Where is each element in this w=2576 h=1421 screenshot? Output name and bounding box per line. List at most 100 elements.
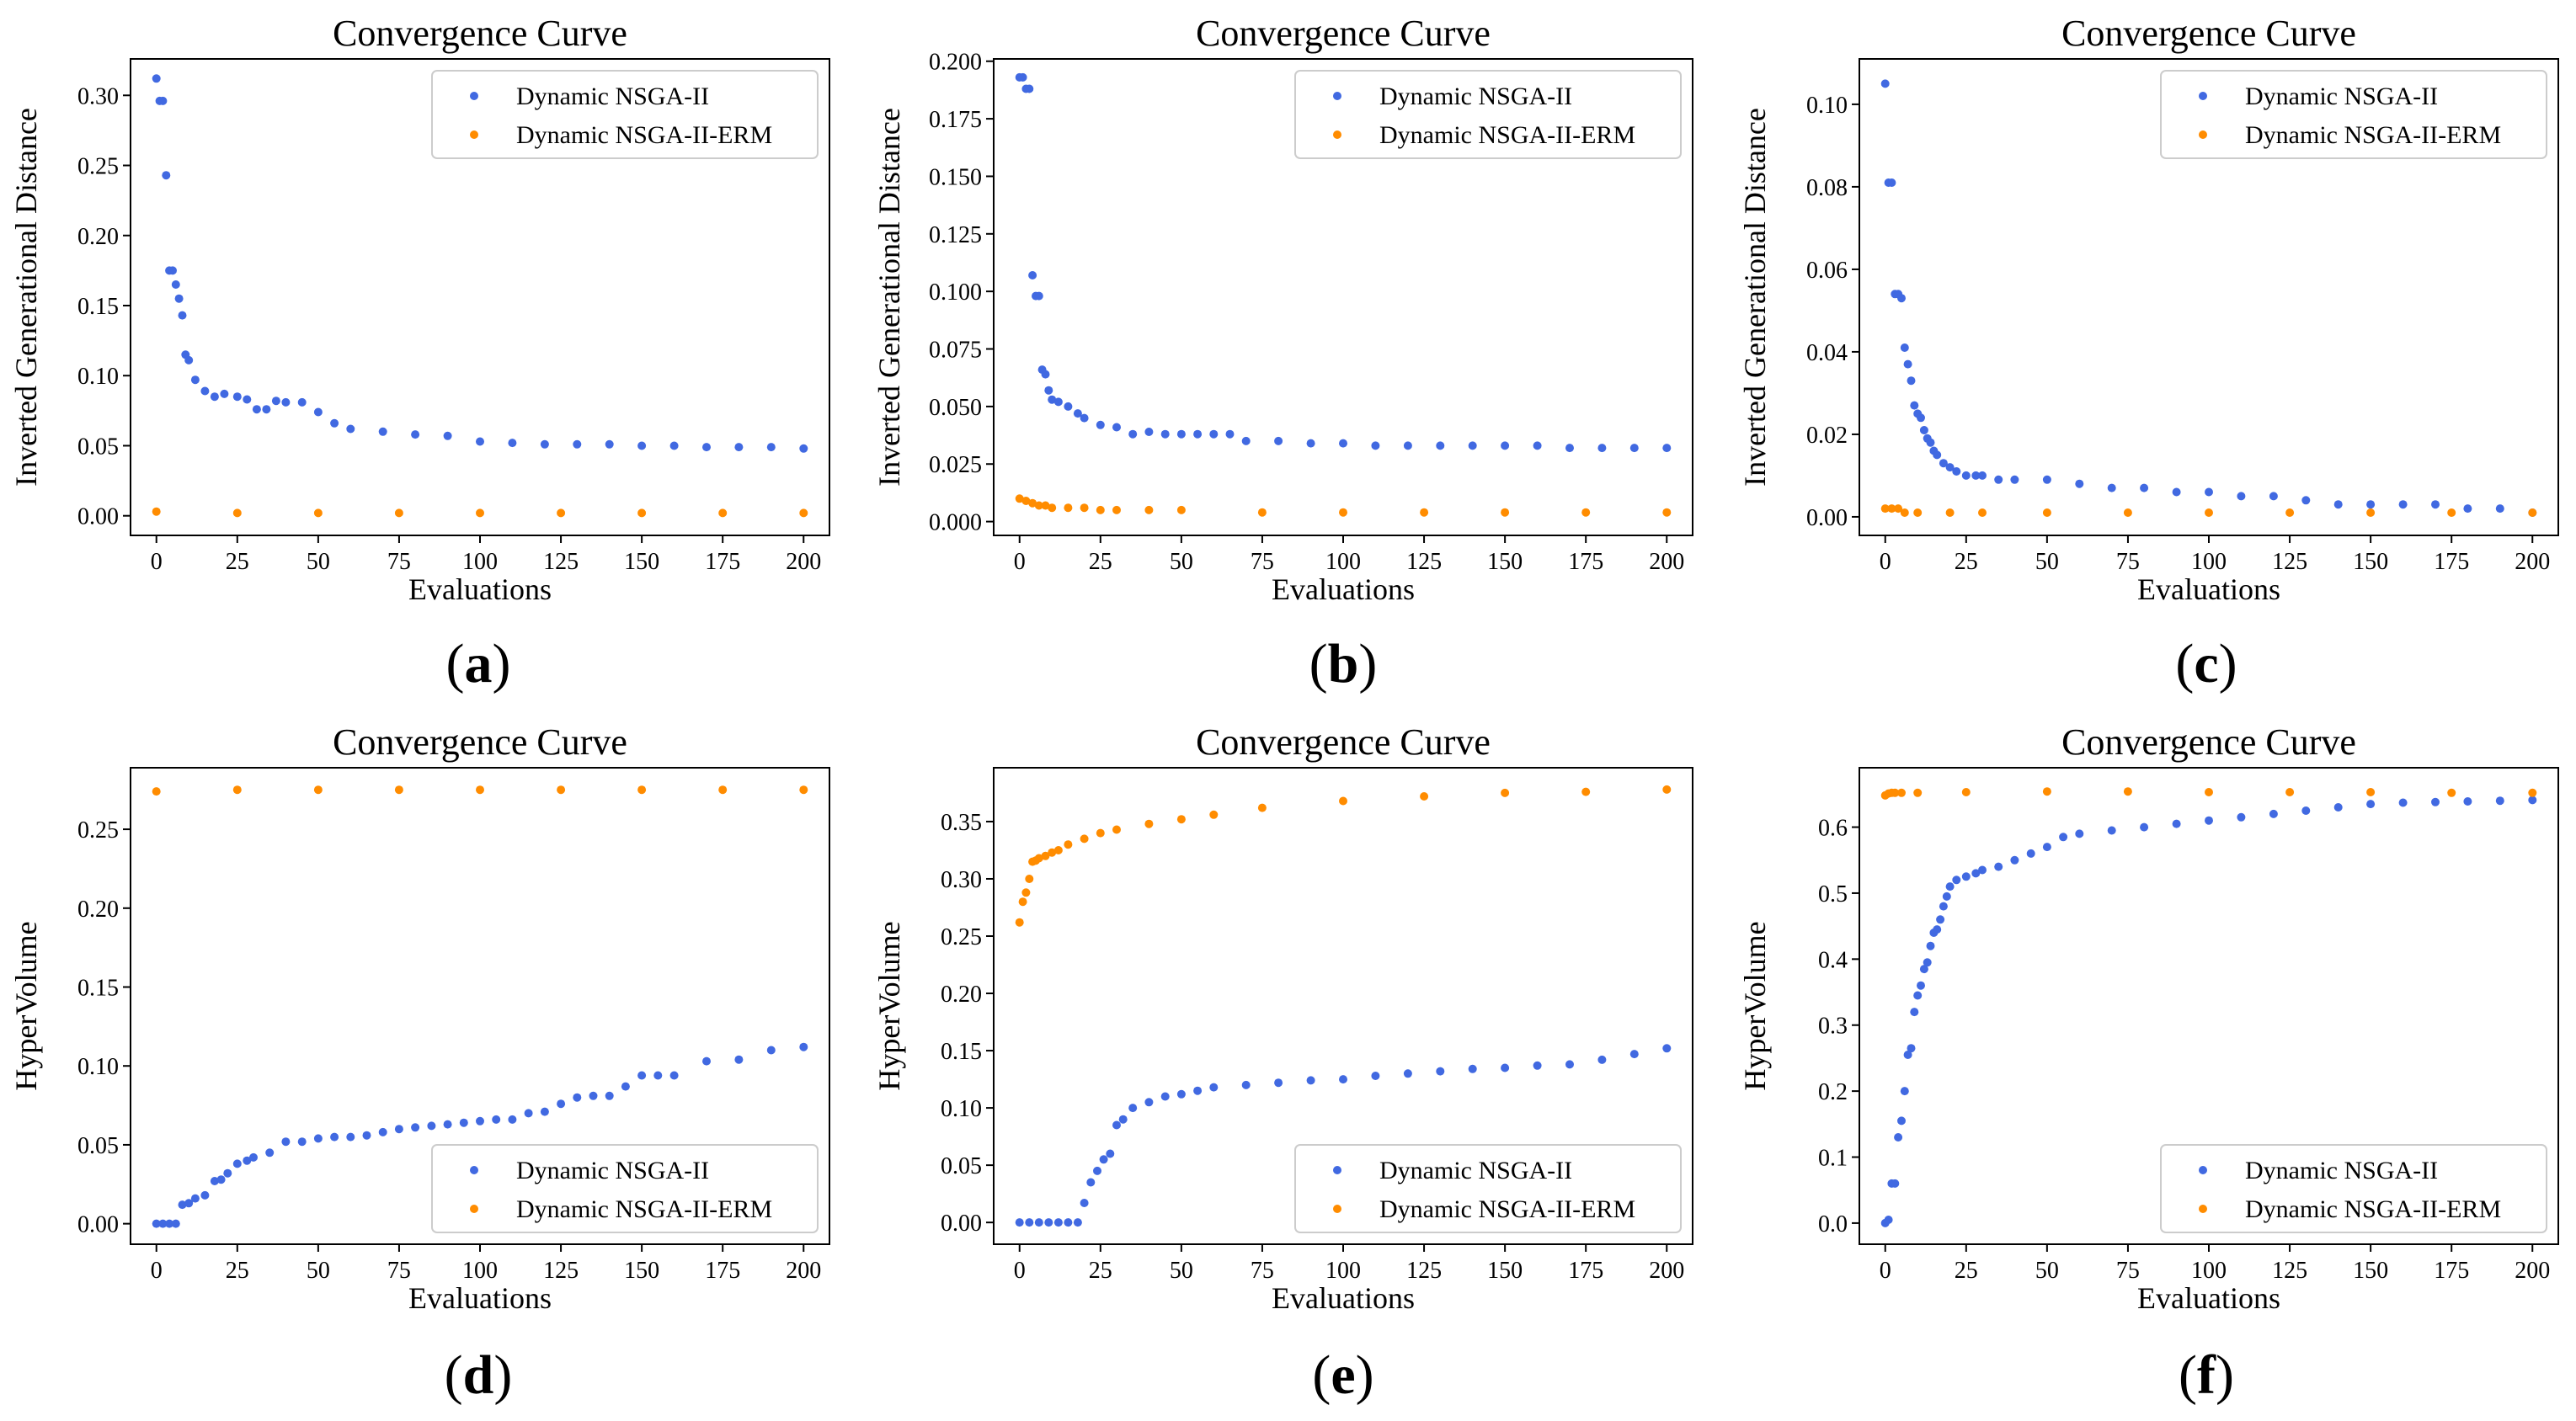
subfigure-label-close: ) <box>1356 1344 1374 1406</box>
data-point <box>1080 834 1089 844</box>
data-point <box>346 1132 355 1142</box>
x-tick-label: 0 <box>1014 1258 1026 1284</box>
data-point <box>168 266 177 275</box>
data-point <box>232 1159 242 1168</box>
data-point <box>734 1055 744 1064</box>
data-point <box>216 1175 226 1184</box>
chart-title: Convergence Curve <box>333 721 627 763</box>
data-point <box>1209 1083 1219 1092</box>
data-point <box>1994 475 2003 484</box>
data-point <box>1597 444 1607 453</box>
legend: Dynamic NSGA-II Dynamic NSGA-II-ERM <box>2160 1144 2547 1233</box>
data-point <box>508 1115 517 1124</box>
data-point <box>1176 1089 1186 1099</box>
data-point <box>220 389 229 398</box>
data-point <box>313 407 323 417</box>
x-tick-label: 50 <box>2035 1258 2059 1284</box>
data-point <box>1241 436 1251 445</box>
legend-marker <box>1333 1205 1341 1213</box>
data-point <box>2495 504 2504 514</box>
legend-marker <box>2199 1166 2207 1174</box>
data-point <box>2059 833 2068 842</box>
data-point <box>1073 409 1082 418</box>
data-point <box>1086 1178 1096 1187</box>
data-point <box>394 508 403 518</box>
data-point <box>1371 441 1380 450</box>
data-point <box>330 418 339 428</box>
subfigure-label: (f) <box>2179 1344 2234 1406</box>
data-point <box>573 439 582 449</box>
data-point <box>702 1056 711 1066</box>
data-point <box>1907 1044 1916 1053</box>
data-point <box>2301 806 2311 815</box>
data-point <box>1241 1080 1251 1089</box>
data-point <box>2205 788 2213 796</box>
y-axis-label: Inverted Generational Distance <box>9 108 43 487</box>
data-point <box>174 294 184 303</box>
data-point <box>540 1107 549 1116</box>
data-point <box>223 1168 232 1178</box>
data-point <box>1939 459 1948 468</box>
chart-e: 0 25 50 75 100 125 150 175 200 0.00 0.05 0.10 0.15 0.… <box>872 721 1693 1406</box>
data-point <box>1144 1098 1154 1107</box>
y-tick-label: 0.1 <box>1818 1146 1848 1172</box>
y-tick-label: 0.05 <box>77 1133 119 1159</box>
data-point <box>1096 505 1105 514</box>
x-tick-label: 200 <box>786 549 821 575</box>
x-tick-label: 150 <box>1487 549 1523 575</box>
data-point <box>1662 508 1672 517</box>
subfigure-label-close: ) <box>2219 633 2237 695</box>
data-point <box>1597 1055 1607 1064</box>
x-tick-label: 25 <box>226 1258 249 1284</box>
series-erm <box>1015 785 1672 927</box>
chart-title: Convergence Curve <box>2061 13 2356 54</box>
data-point <box>1025 1218 1034 1227</box>
y-tick-label: 0.3 <box>1818 1014 1848 1040</box>
data-point <box>2107 483 2116 492</box>
data-point <box>394 785 403 795</box>
x-axis-label: Evaluations <box>1272 1281 1415 1315</box>
data-point <box>1420 792 1429 801</box>
data-point <box>243 395 252 404</box>
data-point <box>165 1219 174 1228</box>
series-erm <box>1880 787 2537 800</box>
data-point <box>1128 429 1138 439</box>
x-tick-label: 100 <box>462 549 498 575</box>
data-point <box>330 1132 339 1142</box>
data-point <box>281 1137 291 1147</box>
data-point <box>2237 812 2246 822</box>
data-point <box>394 1125 403 1134</box>
legend-box <box>431 70 819 159</box>
data-point <box>766 443 776 452</box>
data-point <box>1080 413 1089 423</box>
x-axis-label: Evaluations <box>1272 572 1415 606</box>
data-point <box>1176 429 1186 439</box>
data-point <box>1193 429 1203 439</box>
data-point <box>1436 441 1445 450</box>
data-point <box>2269 809 2278 818</box>
y-tick-label: 0.30 <box>941 867 982 893</box>
data-point <box>1533 1061 1542 1070</box>
data-point <box>492 1115 501 1124</box>
data-point <box>557 785 566 795</box>
data-point <box>2026 849 2035 858</box>
data-point <box>1209 429 1219 439</box>
data-point <box>1025 84 1034 93</box>
data-point <box>1629 444 1639 453</box>
subfigure-label-open: ( <box>445 1344 463 1406</box>
data-point <box>2172 819 2181 828</box>
data-point <box>252 405 261 414</box>
data-point <box>427 1121 436 1131</box>
x-axis-label: Evaluations <box>2137 572 2280 606</box>
data-point <box>1096 828 1105 838</box>
data-point <box>669 441 679 450</box>
data-point <box>2398 500 2408 509</box>
data-point <box>1339 439 1347 448</box>
data-point <box>2205 487 2213 497</box>
data-point <box>1018 72 1027 82</box>
data-point <box>232 508 242 518</box>
chart-f: 0 25 50 75 100 125 150 175 200 0.0 0.1 0.2 0.3 0.4 0.5… <box>1738 721 2559 1406</box>
data-point <box>313 1134 323 1143</box>
x-tick-label: 100 <box>1325 1258 1361 1284</box>
